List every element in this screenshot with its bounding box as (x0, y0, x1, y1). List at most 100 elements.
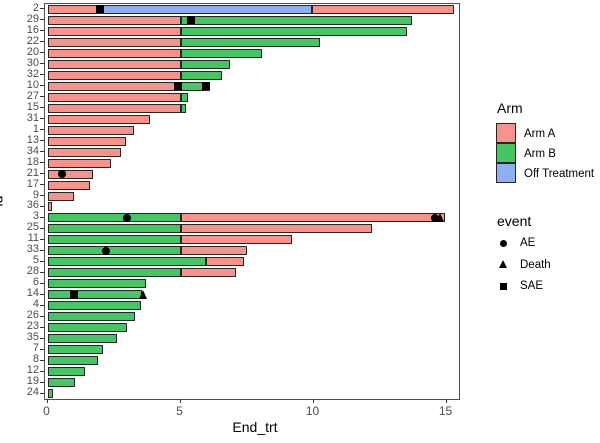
bar-segment (47, 378, 76, 388)
bar-segment (47, 323, 128, 333)
ae-marker-icon (430, 213, 439, 222)
y-tick-label: 5 (32, 254, 39, 267)
y-tick-label: 31 (26, 111, 39, 124)
bar-segment (47, 70, 181, 80)
legend-label: Arm B (524, 147, 556, 160)
legend-label: Death (520, 258, 551, 271)
y-tick-label: 33 (26, 243, 39, 256)
bar-segment (47, 92, 181, 102)
y-tick-mark (40, 41, 44, 43)
y-tick-label: 29 (26, 12, 39, 25)
bar-segment (47, 301, 141, 311)
y-tick-mark (40, 216, 44, 218)
bar-segment (47, 367, 85, 377)
bar-segment (180, 246, 247, 256)
y-tick-label: 3 (32, 210, 39, 223)
x-tick-label: 5 (176, 404, 183, 418)
y-tick-mark (40, 129, 44, 131)
bar-segment (180, 15, 412, 25)
y-tick-mark (40, 195, 44, 196)
y-tick-mark (40, 370, 44, 372)
y-tick-label: 6 (32, 276, 39, 289)
bar-segment (47, 103, 181, 113)
legend-event-title: event (497, 213, 532, 229)
y-tick-mark (40, 151, 44, 153)
x-tick-mark (46, 399, 48, 403)
x-tick-mark (445, 399, 447, 403)
y-tick-mark (40, 348, 44, 350)
bar-segment (47, 48, 181, 58)
y-tick-mark (40, 30, 44, 32)
y-tick-label: 34 (26, 144, 39, 157)
bar-segment (47, 191, 75, 201)
y-tick-mark (40, 271, 44, 273)
plot-panel (44, 3, 460, 400)
bar-segment (47, 279, 146, 289)
y-tick-label: 26 (26, 309, 39, 322)
y-tick-label: 17 (26, 177, 39, 190)
y-tick-label: 12 (26, 364, 39, 377)
sae-marker-icon (174, 82, 183, 91)
bar-segment (205, 257, 245, 267)
bar-segment (47, 147, 121, 157)
x-tick-label: 15 (438, 404, 453, 418)
bar-segment (47, 26, 181, 36)
y-tick-mark (40, 249, 44, 251)
bar-segment (47, 169, 93, 179)
bar-segment (180, 224, 373, 234)
bar-segment (47, 4, 103, 14)
y-tick-label: 18 (26, 155, 39, 168)
bar-segment (180, 37, 321, 47)
y-tick-mark (40, 315, 44, 317)
y-tick-mark (40, 85, 44, 87)
bar-segment (180, 235, 293, 245)
y-tick-label: 9 (32, 188, 39, 201)
ae-marker-icon (58, 170, 67, 179)
ae-marker-icon (123, 213, 132, 222)
y-tick-mark (40, 238, 44, 240)
y-tick-mark (40, 326, 44, 328)
bar-segment (47, 268, 181, 278)
sae-marker-icon (96, 5, 105, 14)
y-tick-mark (40, 282, 44, 284)
y-tick-label: 2 (32, 1, 39, 14)
bar-segment (47, 81, 181, 91)
bar-segment (102, 4, 313, 14)
sae-marker-icon (70, 290, 79, 299)
bar-segment (47, 37, 181, 47)
x-tick-label: 10 (305, 404, 320, 418)
bar-segment (47, 389, 53, 398)
y-tick-label: 15 (26, 100, 39, 113)
y-tick-label: 35 (26, 331, 39, 344)
legend-key-arm-a (496, 123, 516, 143)
bar-segment (47, 114, 150, 124)
y-tick-label: 14 (26, 287, 39, 300)
legend-label: Off Treatment (524, 167, 595, 180)
y-tick-mark (40, 162, 44, 164)
bar-segment (180, 70, 222, 80)
ae-marker-icon (102, 246, 111, 255)
ae-marker-icon (499, 239, 507, 247)
bar-segment (47, 345, 104, 355)
y-tick-mark (40, 118, 44, 120)
y-tick-mark (40, 19, 44, 21)
sae-marker-icon (499, 282, 507, 290)
y-tick-label: 30 (26, 56, 39, 69)
x-tick-label: 0 (43, 404, 50, 418)
y-tick-mark (40, 227, 44, 229)
x-axis-title: End_trt (232, 419, 278, 435)
legend-label: Arm A (524, 127, 556, 140)
x-tick-mark (179, 399, 181, 403)
bar-segment (47, 257, 206, 267)
bar-segment (180, 103, 186, 113)
y-tick-label: 16 (26, 23, 39, 36)
y-tick-label: 36 (26, 199, 39, 212)
bar-segment (47, 158, 112, 168)
bar-segment (47, 334, 117, 344)
y-tick-label: 1 (32, 122, 39, 135)
bar-segment (180, 268, 237, 278)
y-tick-label: 10 (26, 78, 39, 91)
bar-segment (180, 59, 230, 69)
legend-arm-title: Arm (497, 100, 523, 116)
y-tick-label: 27 (26, 89, 39, 102)
